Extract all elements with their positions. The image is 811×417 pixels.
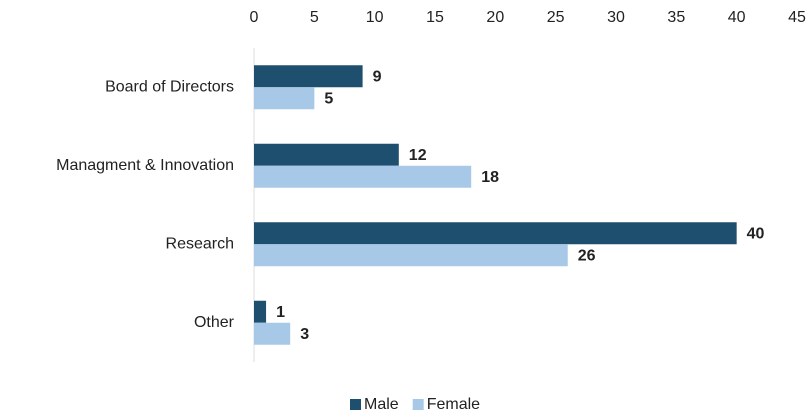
x-tick-label: 20 bbox=[486, 9, 504, 26]
bar bbox=[254, 143, 399, 166]
value-label: 12 bbox=[409, 147, 427, 164]
bar bbox=[254, 322, 291, 345]
x-tick-label: 0 bbox=[250, 9, 259, 26]
x-tick-label: 40 bbox=[728, 9, 746, 26]
y-tick-label: Board of Directors bbox=[105, 78, 234, 95]
legend-label: Female bbox=[427, 396, 480, 413]
x-tick-label: 15 bbox=[426, 9, 444, 26]
x-tick-label: 45 bbox=[788, 9, 806, 26]
value-label: 18 bbox=[481, 169, 499, 186]
bar bbox=[254, 165, 472, 188]
value-label: 5 bbox=[324, 90, 333, 107]
legend-label: Male bbox=[364, 396, 399, 413]
x-tick-label: 5 bbox=[310, 9, 319, 26]
bar bbox=[254, 87, 315, 110]
value-label: 3 bbox=[300, 326, 309, 343]
value-label: 9 bbox=[373, 68, 382, 85]
bar bbox=[254, 222, 737, 245]
value-label: 1 bbox=[276, 304, 285, 321]
bar bbox=[254, 244, 568, 267]
legend-swatch bbox=[412, 399, 424, 410]
x-tick-label: 35 bbox=[667, 9, 685, 26]
y-tick-label: Research bbox=[166, 235, 234, 252]
x-tick-label: 30 bbox=[607, 9, 625, 26]
x-tick-label: 10 bbox=[366, 9, 384, 26]
x-tick-label: 25 bbox=[547, 9, 565, 26]
value-label: 40 bbox=[747, 225, 765, 242]
bar bbox=[254, 300, 267, 323]
bar bbox=[254, 65, 363, 88]
value-label: 26 bbox=[578, 247, 596, 264]
y-tick-label: Other bbox=[194, 314, 235, 331]
y-tick-label: Managment & Innovation bbox=[56, 157, 234, 174]
legend-swatch bbox=[350, 399, 361, 410]
